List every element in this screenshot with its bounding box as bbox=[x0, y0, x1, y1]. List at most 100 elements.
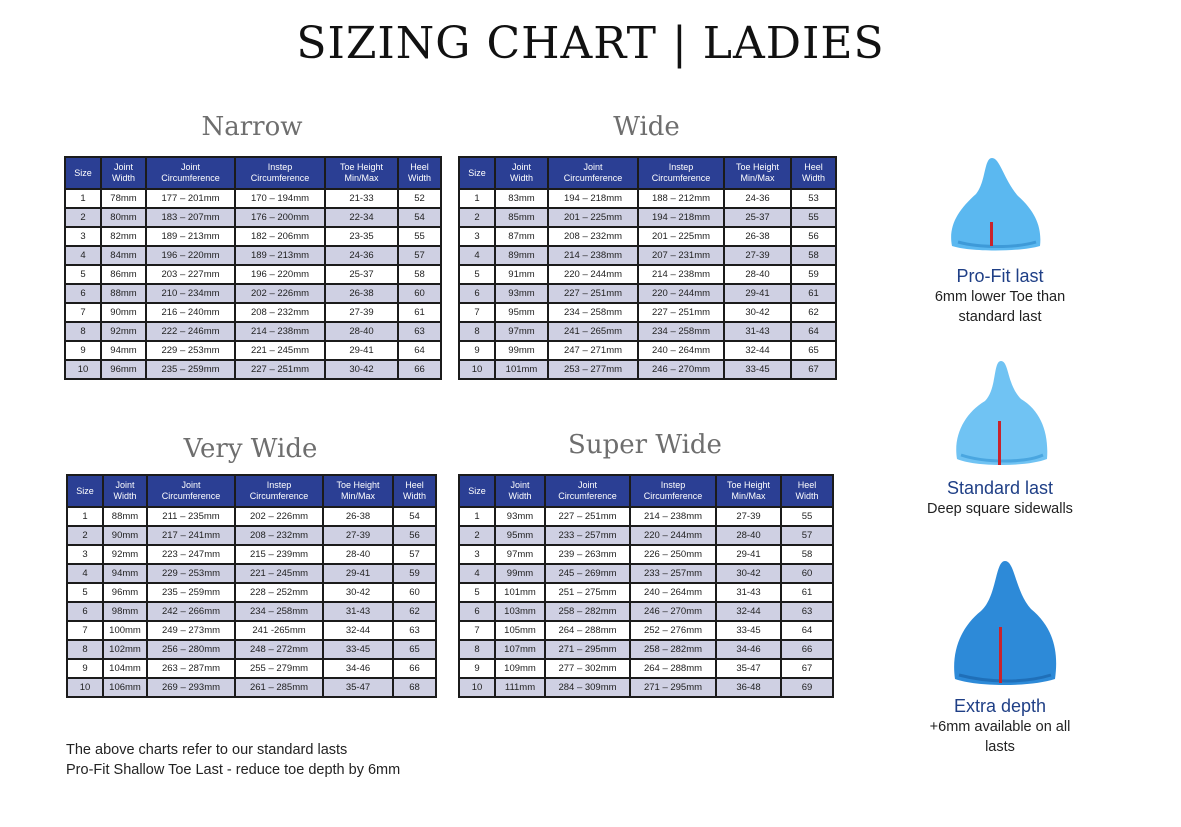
table-cell: 245 – 269mm bbox=[544, 563, 631, 584]
column-header: Joint Width bbox=[494, 156, 549, 190]
table-cell: 248 – 272mm bbox=[234, 639, 324, 660]
last-desc: +6mm available on all bbox=[929, 719, 1071, 735]
table-cell: 29-41 bbox=[322, 563, 394, 584]
table-cell: 246 – 270mm bbox=[637, 359, 725, 380]
table-row: 1 88mm 211 – 235mm 202 – 226mm 26-38 54 bbox=[66, 506, 437, 527]
table-row: 2 95mm 233 – 257mm 220 – 244mm 28-40 57 bbox=[458, 525, 834, 546]
table-cell: 3 bbox=[458, 226, 496, 247]
table-row: 8 102mm 256 – 280mm 248 – 272mm 33-45 65 bbox=[66, 639, 437, 660]
table-cell: 9 bbox=[66, 658, 104, 679]
column-header: Heel Width bbox=[392, 474, 437, 508]
table-cell: 220 – 244mm bbox=[629, 525, 717, 546]
column-header: Toe Height Min/Max bbox=[322, 474, 394, 508]
table-cell: 229 – 253mm bbox=[146, 563, 236, 584]
table-cell: 7 bbox=[458, 302, 496, 323]
table-cell: 94mm bbox=[102, 563, 148, 584]
table-cell: 105mm bbox=[494, 620, 546, 641]
table-cell: 57 bbox=[392, 544, 437, 565]
standard-last-icon bbox=[956, 361, 1048, 465]
table-cell: 66 bbox=[397, 359, 442, 380]
table-cell: 27-39 bbox=[324, 302, 399, 323]
table-cell: 208 – 232mm bbox=[547, 226, 639, 247]
column-header: Heel Width bbox=[397, 156, 442, 190]
table-row: 6 98mm 242 – 266mm 234 – 258mm 31-43 62 bbox=[66, 601, 437, 622]
table-cell: 56 bbox=[392, 525, 437, 546]
size-table: Size Joint Width Joint Circumference Instep… bbox=[66, 474, 437, 698]
table-cell: 235 – 259mm bbox=[145, 359, 236, 380]
table-cell: 31-43 bbox=[322, 601, 394, 622]
table-cell: 264 – 288mm bbox=[629, 658, 717, 679]
table-row: 9 104mm 263 – 287mm 255 – 279mm 34-46 66 bbox=[66, 658, 437, 679]
table-cell: 28-40 bbox=[715, 525, 782, 546]
table-cell: 214 – 238mm bbox=[547, 245, 639, 266]
table-cell: 258 – 282mm bbox=[544, 601, 631, 622]
table-row: 8 107mm 271 – 295mm 258 – 282mm 34-46 66 bbox=[458, 639, 834, 660]
table-cell: 227 – 251mm bbox=[547, 283, 639, 304]
table-cell: 60 bbox=[392, 582, 437, 603]
table-cell: 83mm bbox=[494, 188, 549, 209]
last-name: Extra depth bbox=[953, 696, 1047, 716]
table-cell: 82mm bbox=[100, 226, 147, 247]
table-cell: 28-40 bbox=[723, 264, 792, 285]
table-cell: 24-36 bbox=[324, 245, 399, 266]
table-cell: 96mm bbox=[100, 359, 147, 380]
table-cell: 10 bbox=[458, 359, 496, 380]
table-cell: 284 – 309mm bbox=[544, 677, 631, 698]
table-cell: 53 bbox=[790, 188, 837, 209]
table-cell: 63 bbox=[397, 321, 442, 342]
table-cell: 89mm bbox=[494, 245, 549, 266]
table-cell: 202 – 226mm bbox=[234, 506, 324, 527]
table-row: 2 80mm 183 – 207mm 176 – 200mm 22-34 54 bbox=[64, 207, 442, 228]
table-cell: 215 – 239mm bbox=[234, 544, 324, 565]
table-cell: 61 bbox=[780, 582, 834, 603]
table-cell: 30-42 bbox=[322, 582, 394, 603]
table-cell: 94mm bbox=[100, 340, 147, 361]
size-table: Size Joint Width Joint Circumference Instep… bbox=[458, 156, 837, 380]
table-cell: 33-45 bbox=[715, 620, 782, 641]
table-cell: 107mm bbox=[494, 639, 546, 660]
table-cell: 182 – 206mm bbox=[234, 226, 326, 247]
table-cell: 3 bbox=[458, 544, 496, 565]
table-cell: 247 – 271mm bbox=[547, 340, 639, 361]
table-cell: 30-42 bbox=[715, 563, 782, 584]
table-cell: 228 – 252mm bbox=[234, 582, 324, 603]
column-header: Heel Width bbox=[780, 474, 834, 508]
table-cell: 36-48 bbox=[715, 677, 782, 698]
table-cell: 101mm bbox=[494, 582, 546, 603]
table-cell: 69 bbox=[780, 677, 834, 698]
table-cell: 99mm bbox=[494, 340, 549, 361]
table-cell: 4 bbox=[458, 563, 496, 584]
note-line: Pro-Fit Shallow Toe Last - reduce toe de… bbox=[66, 762, 401, 778]
table-cell: 8 bbox=[458, 639, 496, 660]
table-cell: 26-38 bbox=[322, 506, 394, 527]
table-cell: 62 bbox=[392, 601, 437, 622]
table-row: 7 95mm 234 – 258mm 227 – 251mm 30-42 62 bbox=[458, 302, 837, 323]
table-cell: 211 – 235mm bbox=[146, 506, 236, 527]
table-cell: 104mm bbox=[102, 658, 148, 679]
table-row: 9 94mm 229 – 253mm 221 – 245mm 29-41 64 bbox=[64, 340, 442, 361]
table-cell: 52 bbox=[397, 188, 442, 209]
table-cell: 222 – 246mm bbox=[145, 321, 236, 342]
table-row: 2 85mm 201 – 225mm 194 – 218mm 25-37 55 bbox=[458, 207, 837, 228]
table-cell: 62 bbox=[790, 302, 837, 323]
table-cell: 60 bbox=[397, 283, 442, 304]
table-cell: 207 – 231mm bbox=[637, 245, 725, 266]
table-cell: 233 – 257mm bbox=[544, 525, 631, 546]
table-cell: 29-41 bbox=[715, 544, 782, 565]
table-cell: 234 – 258mm bbox=[234, 601, 324, 622]
column-header: Toe Height Min/Max bbox=[715, 474, 782, 508]
table-cell: 109mm bbox=[494, 658, 546, 679]
table-cell: 22-34 bbox=[324, 207, 399, 228]
table-cell: 90mm bbox=[100, 302, 147, 323]
table-cell: 10 bbox=[64, 359, 102, 380]
table-cell: 80mm bbox=[100, 207, 147, 228]
table-row: 3 92mm 223 – 247mm 215 – 239mm 28-40 57 bbox=[66, 544, 437, 565]
table-row: 7 100mm 249 – 273mm 241 -265mm 32-44 63 bbox=[66, 620, 437, 641]
table-cell: 78mm bbox=[100, 188, 147, 209]
table-cell: 256 – 280mm bbox=[146, 639, 236, 660]
table-cell: 35-47 bbox=[322, 677, 394, 698]
table-cell: 271 – 295mm bbox=[544, 639, 631, 660]
table-row: 10 96mm 235 – 259mm 227 – 251mm 30-42 66 bbox=[64, 359, 442, 380]
table-cell: 210 – 234mm bbox=[145, 283, 236, 304]
table-cell: 220 – 244mm bbox=[547, 264, 639, 285]
